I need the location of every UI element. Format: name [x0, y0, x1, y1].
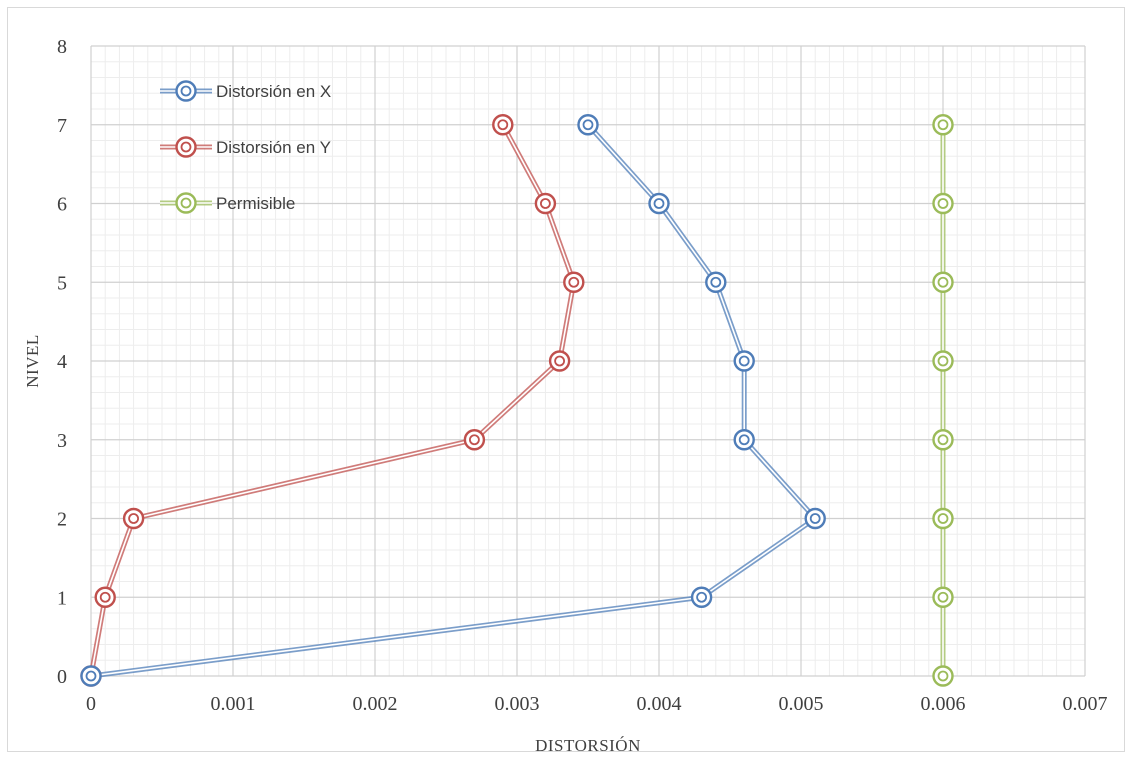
- legend-marker: [175, 136, 197, 158]
- y-tick-label: 3: [57, 430, 67, 452]
- y-tick-label: 2: [57, 509, 67, 531]
- y-tick-label: 4: [57, 351, 67, 373]
- series-2-point: [534, 192, 557, 215]
- series-1-point: [577, 114, 599, 136]
- series-1-point: [648, 192, 670, 215]
- y-tick-label: 1: [57, 587, 67, 609]
- series-3-point: [932, 429, 954, 451]
- series-1-point: [733, 350, 755, 372]
- series-3-point: [932, 271, 954, 293]
- x-tick-label: 0.003: [495, 693, 540, 715]
- series-line-2: [88, 123, 577, 677]
- series-layer: [80, 114, 954, 687]
- y-tick-label: 0: [57, 666, 67, 688]
- series-1-point: [705, 271, 727, 293]
- series-1-point: [690, 586, 713, 608]
- series-3-point: [932, 586, 954, 608]
- legend-marker: [175, 80, 197, 102]
- series-2-point: [122, 507, 145, 530]
- series-3-point: [932, 350, 954, 372]
- legend-entry: Distorsión en Y: [160, 136, 331, 158]
- y-tick-label: 8: [57, 36, 67, 58]
- y-axis-title: NIVEL: [23, 334, 42, 387]
- series-2-point: [94, 586, 116, 608]
- y-tick-label: 5: [57, 272, 67, 294]
- series-1-point: [80, 665, 102, 687]
- series-3-point: [932, 665, 954, 687]
- series-2-point: [563, 271, 585, 293]
- series-2-point: [463, 429, 486, 451]
- legend: Distorsión en X Distorsión en Y Permisible: [160, 80, 331, 214]
- series-2-point: [492, 114, 514, 136]
- legend-entry: Distorsión en X: [160, 80, 331, 102]
- y-tick-label: 7: [57, 115, 67, 137]
- x-tick-label: 0.001: [211, 693, 256, 715]
- legend-label: Distorsión en Y: [216, 138, 331, 157]
- series-2-point: [548, 350, 571, 372]
- series-1-point: [733, 429, 755, 451]
- series-1-point: [804, 507, 826, 530]
- x-tick-label: 0.007: [1063, 693, 1108, 715]
- series-3-point: [932, 114, 954, 136]
- legend-entry: Permisible: [160, 192, 295, 214]
- y-tick-label: 6: [57, 194, 67, 216]
- grid-layer: [90, 45, 1086, 677]
- tick-labels: 0 0.001 0.002 0.003 0.004 0.005 0.006 0.007 0 1 2 3…: [57, 36, 1108, 715]
- series-line-1: [90, 123, 818, 679]
- x-tick-label: 0.006: [921, 693, 966, 715]
- legend-label: Distorsión en X: [216, 82, 331, 101]
- legend-marker: [175, 192, 197, 214]
- x-axis-title: DISTORSIÓN: [535, 736, 641, 755]
- legend-label: Permisible: [216, 194, 295, 213]
- series-3-point: [932, 192, 954, 215]
- x-tick-label: 0: [86, 693, 96, 715]
- x-tick-label: 0.005: [779, 693, 824, 715]
- x-tick-label: 0.002: [353, 693, 398, 715]
- series-3-point: [932, 507, 954, 530]
- x-tick-label: 0.004: [637, 693, 682, 715]
